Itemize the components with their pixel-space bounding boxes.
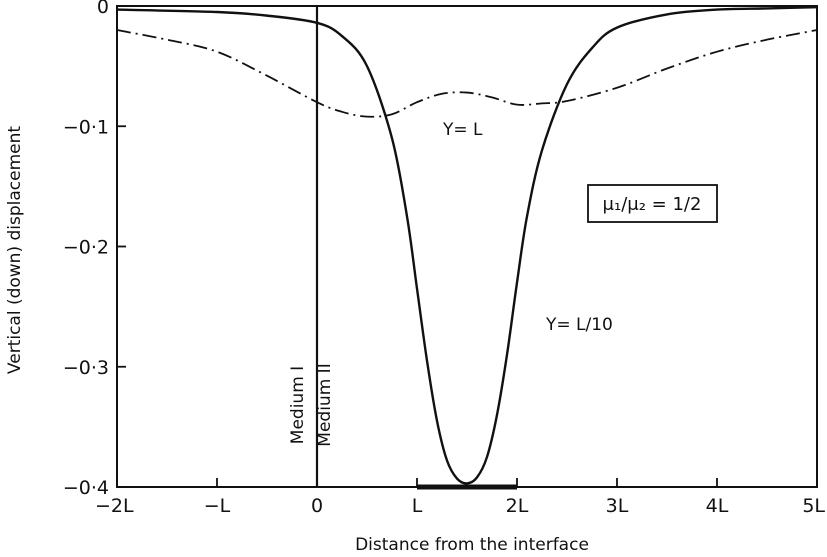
x-tick-label: 3L	[606, 495, 629, 517]
ratio-label: μ₁/μ₂ = 1/2	[603, 194, 702, 215]
x-tick-label: −2L	[95, 495, 134, 517]
x-ticks	[116, 478, 818, 487]
y-tick-label: −0·3	[63, 357, 109, 379]
y-ticks	[117, 5, 126, 488]
y-tick-label: −0·2	[63, 237, 109, 259]
y-tick-label: −0·4	[63, 477, 109, 499]
y-axis-title: Vertical (down) displacement	[5, 126, 25, 374]
x-tick-label: 4L	[706, 495, 729, 517]
y-tick-label: −0·1	[63, 116, 109, 138]
x-tick-label: −L	[204, 495, 231, 517]
medium-left-label: Medium I	[288, 366, 308, 444]
ratio-box	[587, 184, 718, 223]
plot-frame	[116, 5, 818, 488]
series-line-y-l10	[116, 6, 818, 485]
series-line-y-l	[116, 29, 818, 118]
label-y-l10: Y= L/10	[545, 315, 613, 335]
x-tick-label: 5L	[802, 495, 825, 517]
x-tick-label: 2L	[506, 495, 529, 517]
x-tick-label: L	[412, 495, 423, 517]
x-tick-label: 0	[311, 495, 323, 517]
x-tick-labels: −2L −L 0 L 2L 3L 4L 5L	[95, 495, 825, 517]
y-tick-label: 0	[97, 0, 109, 18]
medium-right-label: Medium II	[315, 363, 335, 446]
y-tick-labels: 0 −0·1 −0·2 −0·3 −0·4	[63, 0, 109, 499]
x-axis-title: Distance from the interface	[355, 535, 589, 555]
label-y-l: Y= L	[442, 120, 483, 140]
